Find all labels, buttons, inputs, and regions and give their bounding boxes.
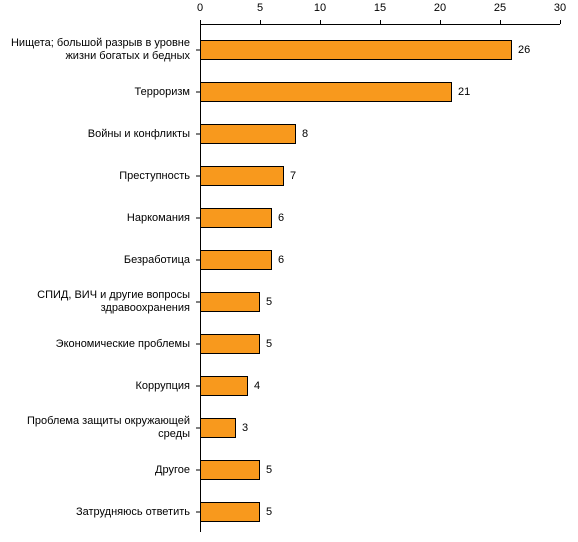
bar-label: Преступность	[0, 156, 196, 196]
bar-label: Экономические проблемы	[0, 324, 196, 364]
x-axis-tick	[200, 20, 201, 24]
bar-row: СПИД, ВИЧ и другие вопросы здравоохранен…	[0, 282, 578, 322]
bar	[200, 418, 236, 438]
bar-label: Другое	[0, 450, 196, 490]
x-axis-tick	[320, 20, 321, 24]
bar	[200, 292, 260, 312]
bar-value-label: 5	[262, 464, 272, 476]
bar	[200, 334, 260, 354]
bar-label: Коррупция	[0, 366, 196, 406]
x-axis-tick	[380, 20, 381, 24]
bar-value-label: 7	[286, 170, 296, 182]
bar-row: Нищета; большой разрыв в уровне жизни бо…	[0, 30, 578, 70]
x-axis-tick-label: 5	[257, 2, 263, 14]
x-axis-tick-label: 10	[314, 2, 326, 14]
bar	[200, 40, 512, 60]
bar-value-label: 4	[250, 380, 260, 392]
bar-row: Затрудняюсь ответить 5	[0, 492, 578, 532]
bar-label: Безработица	[0, 240, 196, 280]
bar-value-label: 3	[238, 422, 248, 434]
bar-label: Наркомания	[0, 198, 196, 238]
bar	[200, 208, 272, 228]
bar	[200, 82, 452, 102]
x-axis-tick-label: 25	[494, 2, 506, 14]
bar-row: Терроризм 21	[0, 72, 578, 112]
bar	[200, 460, 260, 480]
bar-label: Терроризм	[0, 72, 196, 112]
x-axis-tick-label: 15	[374, 2, 386, 14]
x-axis-tick-label: 0	[197, 2, 203, 14]
bar-value-label: 21	[454, 86, 470, 98]
bar-value-label: 26	[514, 44, 530, 56]
bar	[200, 250, 272, 270]
x-axis-tick	[560, 20, 561, 24]
bar-label: Проблема защиты окружающей среды	[0, 408, 196, 448]
bar-value-label: 5	[262, 506, 272, 518]
x-axis-tick-label: 30	[554, 2, 566, 14]
bar	[200, 502, 260, 522]
x-axis-tick	[500, 20, 501, 24]
bar-label: Затрудняюсь ответить	[0, 492, 196, 532]
bar-row: Другое 5	[0, 450, 578, 490]
bar-row: Наркомания 6	[0, 198, 578, 238]
horizontal-bar-chart: 0 5 10 15 20 25 30 Нищета; большой разрыв в уро…	[0, 0, 578, 542]
bar-value-label: 8	[298, 128, 308, 140]
bar-row: Проблема защиты окружающей среды 3	[0, 408, 578, 448]
x-axis-tick	[440, 20, 441, 24]
bar-value-label: 6	[274, 254, 284, 266]
x-axis-line	[200, 24, 560, 25]
bar-label: Войны и конфликты	[0, 114, 196, 154]
bar-row: Коррупция 4	[0, 366, 578, 406]
bar-row: Безработица 6	[0, 240, 578, 280]
bar-row: Войны и конфликты 8	[0, 114, 578, 154]
bar-value-label: 5	[262, 296, 272, 308]
x-axis-tick	[260, 20, 261, 24]
bar-label: СПИД, ВИЧ и другие вопросы здравоохранен…	[0, 282, 196, 322]
bar-label: Нищета; большой разрыв в уровне жизни бо…	[0, 30, 196, 70]
bar-row: Экономические проблемы 5	[0, 324, 578, 364]
bar-row: Преступность 7	[0, 156, 578, 196]
x-axis-tick-label: 20	[434, 2, 446, 14]
bar-value-label: 5	[262, 338, 272, 350]
bar	[200, 124, 296, 144]
bar-value-label: 6	[274, 212, 284, 224]
bar	[200, 166, 284, 186]
bar	[200, 376, 248, 396]
